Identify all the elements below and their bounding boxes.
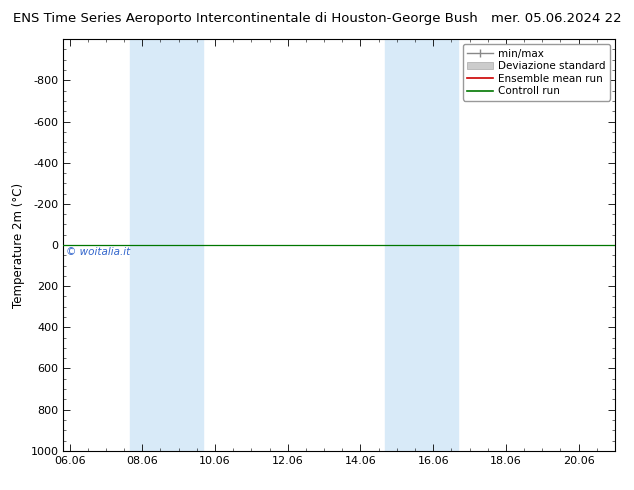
Text: ENS Time Series Aeroporto Intercontinentale di Houston-George Bush: ENS Time Series Aeroporto Intercontinent… — [13, 12, 477, 25]
Text: mer. 05.06.2024 22: mer. 05.06.2024 22 — [491, 12, 621, 25]
Y-axis label: Temperature 2m (°C): Temperature 2m (°C) — [12, 182, 25, 308]
Legend: min/max, Deviazione standard, Ensemble mean run, Controll run: min/max, Deviazione standard, Ensemble m… — [463, 45, 610, 100]
Text: © woitalia.it: © woitalia.it — [66, 247, 131, 257]
Bar — [131, 39, 203, 451]
Bar — [385, 39, 458, 451]
